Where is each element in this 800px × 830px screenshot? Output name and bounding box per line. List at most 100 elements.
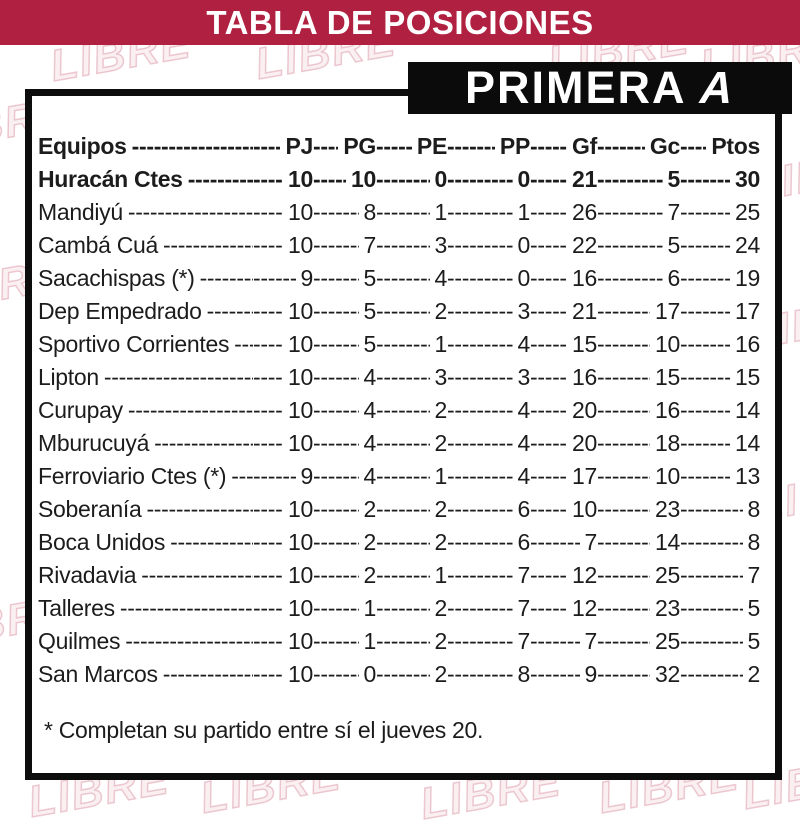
stat-value: 0 [517,232,531,258]
stat-value: 2 [434,397,448,423]
stat-value: 6 [517,496,531,522]
team-cell: Sacachispas (*)-------------------------… [38,265,253,292]
stat-gc: ----------------------------------------… [597,430,680,457]
stat-value: 25 [655,628,680,654]
stat-gc: ----------------------------------------… [597,463,680,490]
stat-gf: ----------------------------------------… [530,430,597,457]
stat-value: 6 [667,265,681,291]
stat-value: 2 [434,529,448,555]
stat-value: 10 [288,397,313,423]
dash-leader: ----------------------------------------… [680,166,731,192]
dash-leader: ----------------------------------------… [530,166,567,192]
dash-leader: ----------------------------------------… [253,397,283,423]
column-label: PP [499,133,530,159]
stat-gf: ----------------------------------------… [530,265,597,292]
dash-leader: ----------------------------------------… [597,595,650,621]
dash-leader: ----------------------------------------… [154,430,253,456]
team-cell: Ferroviario Ctes (*)--------------------… [38,463,253,490]
dash-leader: ----------------------------------------… [313,166,346,192]
team-name: Quilmes [38,628,121,654]
stat-value: 10 [288,529,313,555]
stat-pe: ----------------------------------------… [376,298,447,325]
stat-value: 2 [434,496,448,522]
dash-leader: ----------------------------------------… [597,430,650,456]
league-banner: PRIMERA A [408,62,792,114]
dash-leader: ----------------------------------------… [163,232,253,258]
stat-pp: ----------------------------------------… [447,364,530,391]
stat-pj: ----------------------------------------… [253,199,313,226]
stat-value: 5 [363,265,377,291]
stat-pg: ----------------------------------------… [313,430,376,457]
stat-pj: ----------------------------------------… [253,529,313,556]
stat-gc: ----------------------------------------… [597,298,680,325]
dash-leader: ----------------------------------------… [447,133,495,159]
team-cell: Mandiyú---------------------------------… [38,199,253,226]
stat-gf: ----------------------------------------… [530,199,597,226]
stat-pg: ----------------------------------------… [313,496,376,523]
dash-leader: ----------------------------------------… [253,133,280,159]
stat-value: 17 [655,298,680,324]
stat-pj: ----------------------------------------… [253,364,313,391]
dash-leader: ----------------------------------------… [447,199,513,225]
stat-gf: ----------------------------------------… [530,397,597,424]
stat-value: 4 [363,364,377,390]
stat-pp: ----------------------------------------… [447,529,530,556]
header-ptos: ----------------------------------------… [680,133,760,160]
team-cell: Quilmes---------------------------------… [38,628,253,655]
dash-leader: ----------------------------------------… [376,133,412,159]
dash-leader: ----------------------------------------… [253,562,283,588]
stat-gf: ----------------------------------------… [530,628,597,655]
stat-ptos: ----------------------------------------… [680,496,760,523]
stat-pe: ----------------------------------------… [376,463,447,490]
dash-leader: ----------------------------------------… [313,133,338,159]
dash-leader: ----------------------------------------… [253,166,283,192]
dash-leader: ----------------------------------------… [313,661,359,687]
dash-leader: ----------------------------------------… [530,364,567,390]
stat-value: 7 [363,232,377,258]
stat-gc: ----------------------------------------… [597,331,680,358]
dash-leader: ----------------------------------------… [199,265,253,291]
stat-value: 32 [655,661,680,687]
dash-leader: ----------------------------------------… [127,199,253,225]
dash-leader: ----------------------------------------… [680,562,743,588]
stat-pj: ----------------------------------------… [253,661,313,688]
dash-leader: ----------------------------------------… [253,661,283,687]
stat-value: 4 [517,397,531,423]
dash-leader: ----------------------------------------… [680,265,731,291]
dash-leader: ----------------------------------------… [447,496,513,522]
dash-leader: ----------------------------------------… [530,199,567,225]
table-header-row: Equipos---------------------------------… [38,130,760,163]
dash-leader: ----------------------------------------… [530,265,567,291]
table-row: Sportivo Corrientes ---------------------… [38,328,760,361]
dash-leader: ----------------------------------------… [597,133,645,159]
dash-leader: ----------------------------------------… [187,166,253,192]
stat-pe: ----------------------------------------… [376,331,447,358]
dash-leader: ----------------------------------------… [313,232,359,258]
stat-value: 8 [747,496,761,522]
stat-value: 4 [363,463,377,489]
dash-leader: ----------------------------------------… [313,595,359,621]
stat-pe: ----------------------------------------… [376,397,447,424]
dash-leader: ----------------------------------------… [376,529,430,555]
stat-value: 4 [434,265,448,291]
stat-value: 21 [572,166,597,192]
dash-leader: ----------------------------------------… [313,397,359,423]
stat-pg: ----------------------------------------… [313,166,376,193]
stat-ptos: ----------------------------------------… [680,661,760,688]
stat-value: 10 [288,661,313,687]
stat-value: 2 [434,628,448,654]
table-row: San Marcos------------------------------… [38,658,760,691]
stat-ptos: ----------------------------------------… [680,199,760,226]
team-name: Sportivo Corrientes [38,331,230,357]
table-row: Soberanía-------------------------------… [38,493,760,526]
table-row: Curupay---------------------------------… [38,394,760,427]
dash-leader: ----------------------------------------… [253,430,283,456]
stat-value: 24 [735,232,760,258]
dash-leader: ----------------------------------------… [597,496,650,522]
dash-leader: ----------------------------------------… [530,430,567,456]
stat-value: 7 [517,628,531,654]
stat-pj: ----------------------------------------… [253,430,313,457]
stat-pp: ----------------------------------------… [447,628,530,655]
dash-leader: ----------------------------------------… [376,496,430,522]
dash-leader: ----------------------------------------… [597,166,663,192]
